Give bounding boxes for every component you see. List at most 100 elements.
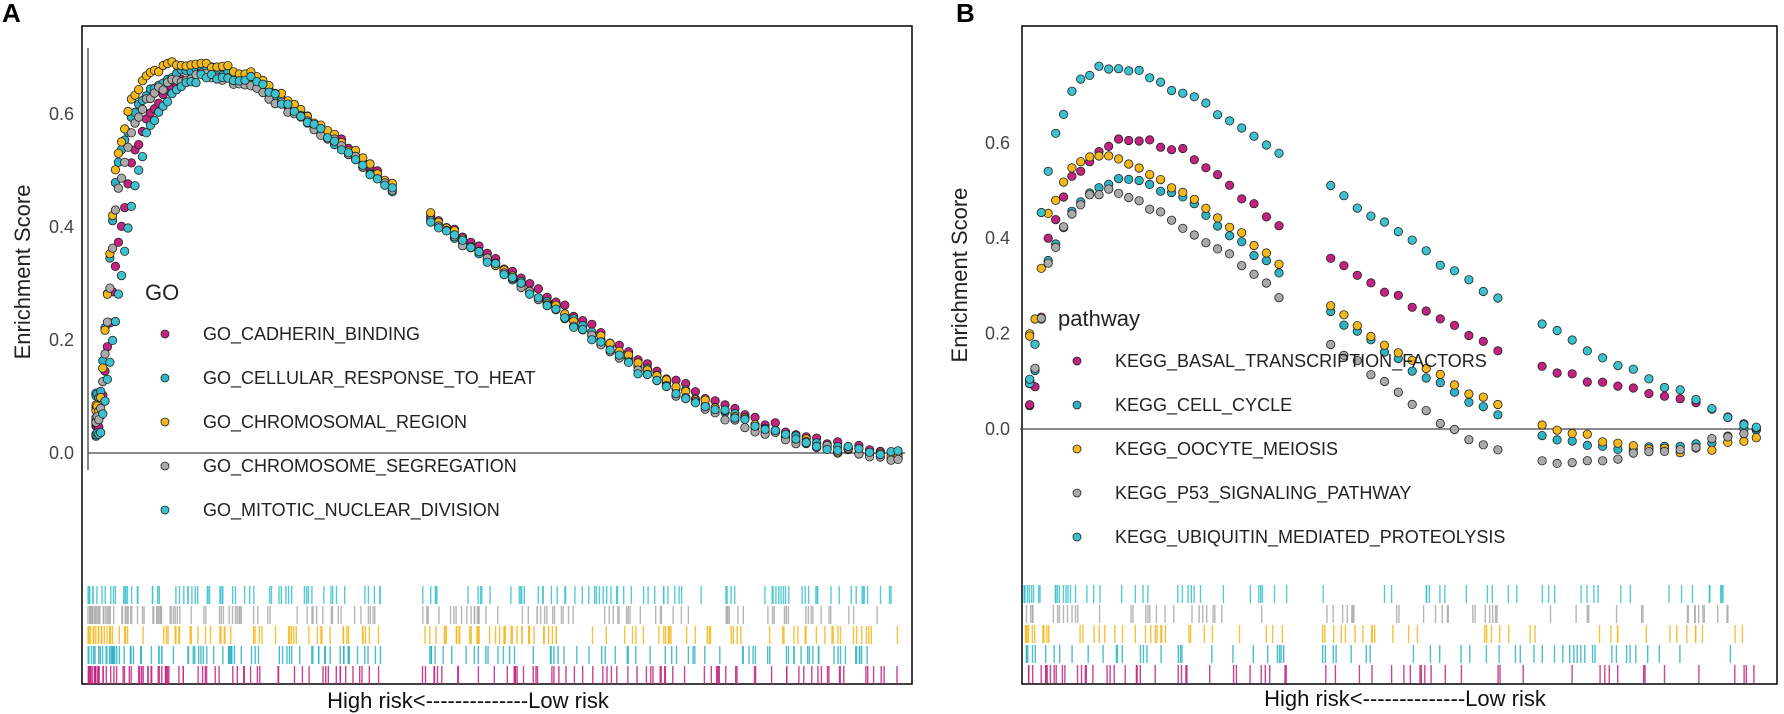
plot-frame-b bbox=[1021, 25, 1778, 685]
data-point bbox=[760, 424, 770, 434]
data-point bbox=[801, 437, 811, 448]
legend-label: GO_CADHERIN_BINDING bbox=[203, 324, 420, 345]
data-point bbox=[1421, 306, 1431, 316]
data-point bbox=[1659, 446, 1670, 456]
data-point bbox=[246, 71, 256, 82]
data-point bbox=[105, 357, 115, 367]
data-point bbox=[1659, 391, 1670, 401]
data-point bbox=[1326, 180, 1336, 191]
data-point bbox=[1366, 370, 1376, 380]
data-point bbox=[474, 247, 484, 257]
data-point bbox=[1751, 433, 1761, 443]
data-point bbox=[560, 300, 570, 310]
data-point bbox=[690, 398, 701, 408]
data-point bbox=[126, 128, 136, 138]
data-point bbox=[120, 157, 130, 167]
data-point bbox=[108, 335, 118, 345]
data-point bbox=[102, 317, 113, 327]
data-point bbox=[1326, 339, 1336, 350]
data-point bbox=[1043, 166, 1053, 176]
data-point bbox=[854, 444, 864, 454]
data-point bbox=[1134, 163, 1144, 173]
data-point bbox=[110, 165, 121, 175]
data-point bbox=[1225, 222, 1235, 232]
data-point bbox=[1189, 92, 1199, 102]
legend-marker bbox=[1072, 488, 1082, 498]
data-point bbox=[100, 325, 110, 335]
data-point bbox=[134, 112, 144, 122]
data-point bbox=[433, 223, 444, 233]
data-point bbox=[162, 97, 173, 107]
data-point bbox=[1435, 369, 1445, 379]
data-point bbox=[110, 205, 121, 215]
data-point bbox=[426, 217, 436, 227]
data-point bbox=[1225, 249, 1235, 259]
data-point bbox=[1178, 88, 1188, 98]
data-point bbox=[113, 183, 124, 193]
legend-label: GO_CHROMOSOME_SEGREGATION bbox=[203, 456, 517, 477]
data-point bbox=[116, 137, 127, 147]
data-point bbox=[1261, 140, 1272, 150]
data-point bbox=[1464, 435, 1474, 445]
data-point bbox=[1352, 355, 1362, 366]
data-point bbox=[1582, 377, 1592, 387]
data-point bbox=[1261, 255, 1272, 266]
data-point bbox=[120, 124, 130, 134]
data-point bbox=[833, 445, 843, 455]
data-point bbox=[671, 389, 681, 399]
legend-title: pathway bbox=[1058, 306, 1140, 331]
y-tick-label: 0.0 bbox=[49, 443, 74, 463]
data-point bbox=[1628, 364, 1638, 374]
data-point bbox=[1145, 204, 1155, 214]
data-point bbox=[1339, 260, 1349, 271]
data-point bbox=[1435, 418, 1445, 429]
data-point bbox=[466, 242, 476, 252]
data-point bbox=[387, 183, 397, 193]
data-point bbox=[623, 357, 634, 367]
data-point bbox=[791, 434, 801, 444]
data-point bbox=[123, 223, 133, 233]
data-point bbox=[1366, 278, 1376, 288]
data-point bbox=[1407, 355, 1417, 365]
data-point bbox=[1274, 148, 1284, 158]
data-point bbox=[110, 316, 121, 327]
data-point bbox=[811, 441, 822, 451]
y-tick-label: 0.4 bbox=[985, 228, 1010, 248]
data-point bbox=[1124, 159, 1134, 169]
data-point bbox=[1261, 212, 1272, 222]
data-point bbox=[1237, 228, 1247, 238]
data-point bbox=[100, 396, 110, 406]
data-point bbox=[1723, 412, 1733, 423]
data-point bbox=[1213, 110, 1223, 120]
data-point bbox=[1379, 376, 1390, 387]
data-point bbox=[98, 409, 108, 419]
legend-marker bbox=[1072, 532, 1082, 542]
data-point bbox=[1213, 213, 1223, 223]
data-point bbox=[1104, 184, 1114, 194]
data-point bbox=[1421, 363, 1431, 374]
data-point bbox=[1114, 64, 1124, 74]
data-point bbox=[1691, 442, 1701, 453]
data-point bbox=[1537, 361, 1547, 371]
data-point bbox=[1628, 383, 1638, 393]
data-point bbox=[350, 155, 361, 165]
data-point bbox=[1104, 151, 1114, 161]
data-point bbox=[1134, 175, 1144, 186]
data-point bbox=[1339, 350, 1349, 360]
data-point bbox=[1567, 335, 1577, 345]
data-point bbox=[740, 414, 750, 424]
data-point bbox=[1025, 331, 1035, 341]
data-point bbox=[1067, 209, 1077, 219]
data-point bbox=[1366, 331, 1376, 341]
data-point bbox=[1537, 420, 1547, 430]
data-point bbox=[1249, 199, 1259, 209]
data-point bbox=[1393, 227, 1403, 237]
data-point bbox=[1552, 425, 1562, 435]
data-point bbox=[1261, 278, 1272, 288]
y-tick-label: 0.0 bbox=[985, 419, 1010, 439]
data-point bbox=[864, 447, 875, 457]
data-point bbox=[296, 111, 306, 122]
data-point bbox=[1552, 458, 1562, 468]
data-point bbox=[1124, 174, 1134, 184]
data-point bbox=[1393, 348, 1403, 358]
